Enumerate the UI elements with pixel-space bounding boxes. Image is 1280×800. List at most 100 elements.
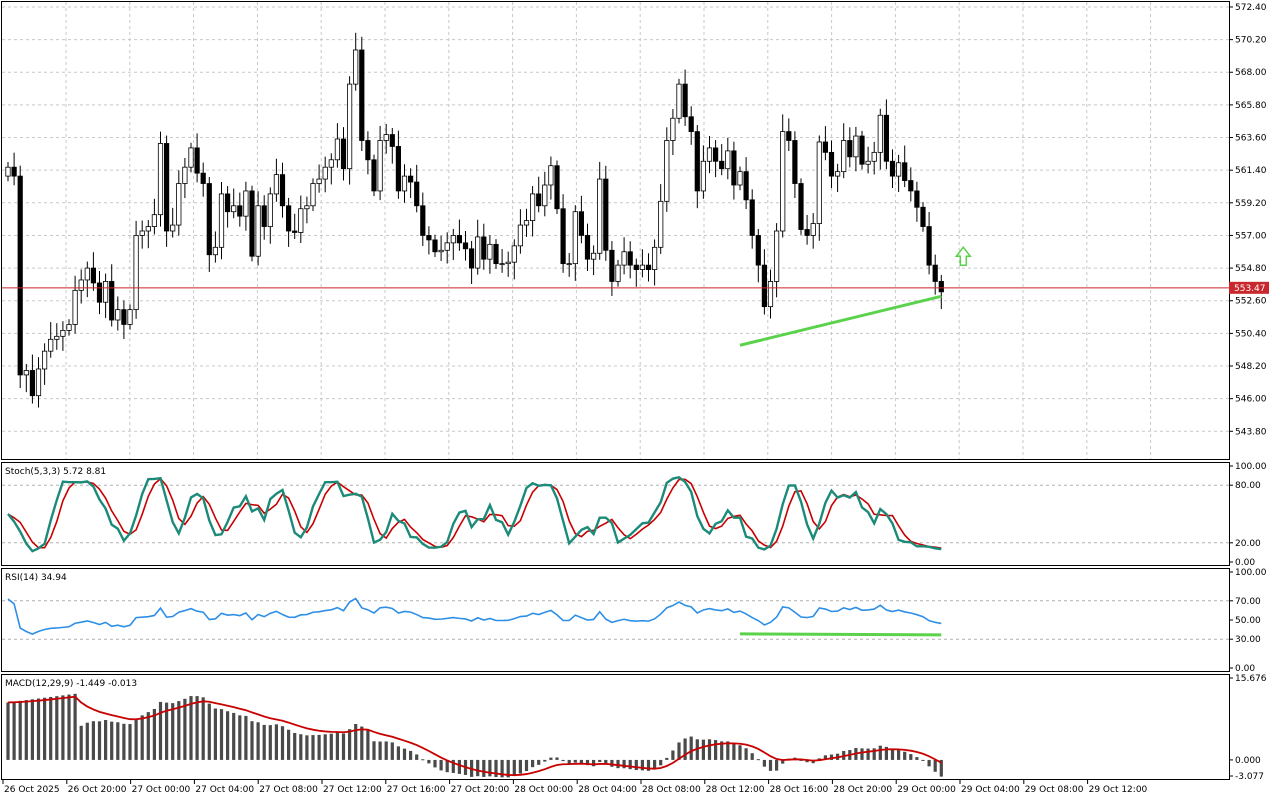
candle-body [60,330,66,337]
rsi-title: RSI(14) 34.94 [5,573,67,583]
macd-bar [738,745,742,760]
stoch-main-line [7,475,942,553]
candle-body [182,166,188,184]
macd-bar [36,698,41,760]
macd-bar [110,721,114,760]
price-grid [2,2,1229,459]
candle-body [652,246,658,270]
candle-body [780,131,786,232]
candle-body [78,279,84,291]
time-tick-label: 26 Oct 20:00 [68,785,127,795]
macd-bar [116,722,120,760]
rsi-trendline [739,632,942,637]
candle-body [810,223,816,236]
macd-bar [915,757,919,760]
candle-body [84,267,90,281]
macd-bar [256,722,260,760]
indicator-tick-label: 20.00 [1235,539,1261,549]
macd-bar [866,748,870,760]
candle-body [499,263,505,266]
candle-body [340,138,347,170]
candle-body [407,175,414,183]
macd-bar [878,745,882,760]
candle-body [645,264,652,270]
macd-bar [158,701,163,760]
macd-bar [354,724,358,760]
macd-bar [561,759,565,762]
candle-body [505,261,511,265]
macd-bar [79,725,83,760]
candle-body [682,83,688,118]
macd-bar [500,759,504,778]
macd-bar [909,754,913,760]
indicator-tick-label: -3.077 [1235,772,1264,782]
macd-bar [299,734,303,760]
macd-bar [890,748,895,760]
candle-body [139,230,145,236]
candle-body [761,264,768,308]
candle-body [389,134,395,147]
price-tick-label: 561.40 [1235,166,1267,176]
candle-body [633,264,639,270]
macd-bar [189,696,193,760]
candle-body [932,264,938,282]
macd-bar [293,732,297,760]
macd-bar [598,759,602,763]
candle-body [383,134,389,141]
macd-bar [799,759,803,761]
macd-bar [872,748,876,760]
candle-body [194,147,200,174]
price-trendline [739,294,942,347]
macd-bar [323,734,327,760]
candle-body [188,147,194,168]
candle-body [554,165,560,210]
price-axis: 572.40 570.20 568.00 565.80 563.60 561.40 559.… [1229,3,1267,437]
macd-bar [531,759,535,768]
price-tick-label: 559.20 [1235,199,1267,209]
macd-bar [714,740,718,760]
candle-body [847,140,853,158]
candle-body [121,309,127,325]
price-tick-label: 565.80 [1235,101,1267,111]
macd-bar [707,739,712,760]
candle-body [487,243,493,260]
candle-body [889,160,896,177]
macd-bar [659,759,663,766]
candle-body [462,242,469,250]
macd-bar [585,759,590,766]
candle-body [493,243,499,265]
macd-bar [165,702,169,760]
candle-body [871,151,877,162]
candle-body [767,281,774,308]
candle-body [304,205,310,210]
indicator-tick-label: 0.00 [1235,558,1255,568]
macd-bar [689,736,693,760]
candle-body [273,174,280,195]
macd-bar [390,742,394,760]
macd-bar [177,701,181,760]
macd-bar [781,759,785,764]
candle-body [261,205,267,227]
indicator-tick-label: 80.00 [1235,481,1261,491]
candle-body [560,208,566,265]
candle-body [267,193,273,227]
candle-body [109,281,115,321]
macd-bar [604,759,608,764]
candle-body [237,205,243,217]
candle-body [200,172,206,184]
candle-body [54,335,60,340]
candle-body [658,200,664,248]
candle-body [523,220,530,226]
macd-bar [616,759,620,769]
time-tick-label: 27 Oct 04:00 [195,785,254,795]
candle-body [688,116,694,132]
macd-bar [91,721,95,760]
macd-bar [457,759,461,774]
time-tick-label: 28 Oct 00:00 [514,785,573,795]
price-tick-label: 568.00 [1235,68,1267,78]
macd-bar [811,759,815,764]
macd-bar [592,759,596,767]
price-tick-label: 546.00 [1235,395,1267,405]
candle-body [816,141,822,224]
candle-body [566,263,572,266]
